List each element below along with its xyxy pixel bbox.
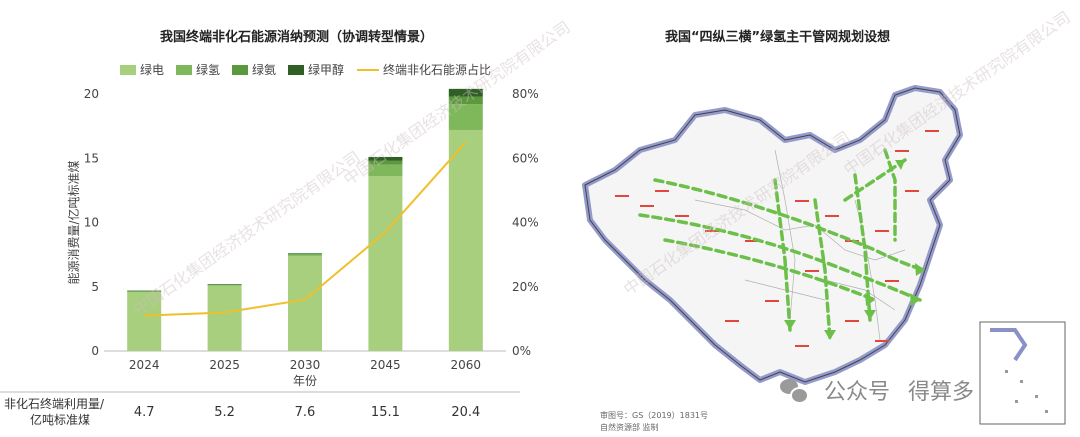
bar-segment [127,290,162,292]
bar-segment [127,291,162,292]
table-cell: 15.1 [371,405,400,420]
bar-segment [368,156,403,161]
legend-swatch [232,65,248,75]
table-cell: 5.2 [214,405,235,420]
bar-segment [448,88,483,97]
table-cell: 20.4 [451,405,480,420]
bar-segment [448,129,483,351]
pipeline-arrowheads [784,160,925,340]
legend-label: 终端非化石能源占比 [383,62,491,77]
bars [127,88,483,351]
x-axis-label: 年份 [293,374,317,388]
chart-legend: 绿电 绿氢 绿氨 绿甲醇 终端非化石能源占比 [120,62,491,77]
bar-segment [207,284,242,286]
map-supervisor: 自然资源部 监制 [600,423,659,432]
share-line [144,141,467,317]
legend-label: 绿电 [140,62,164,77]
stacked-bar-chart: 绿电 绿氢 绿氨 绿甲醇 终端非化石能源占比 0 5 10 15 20 0% 20% 40% 60% 80… [0,62,539,427]
china-outline [582,85,963,385]
map-approval-note: 审图号：GS（2019）1831号 自然资源部 监制 [600,410,708,434]
chart-title: 我国终端非化石能源消纳预测（协调转型情景） [160,30,434,45]
bar-segment [288,255,322,351]
table-cell: 4.7 [134,405,155,420]
bar-segment [288,253,322,255]
bar-segment [127,291,162,351]
x-tick-label: 2025 [209,358,240,372]
bar-segment [207,285,242,351]
bar-segment [127,290,162,292]
legend-label: 绿甲醇 [308,62,344,77]
y-axis-label: 能源消费量/亿吨标准煤 [66,160,81,284]
wechat-icon [780,379,809,404]
bar-segment [448,96,483,105]
bar-segment [288,254,322,256]
bar-segment [368,176,403,351]
bar-segment [288,253,322,254]
y-tick-label: 15 [84,151,99,165]
bar-segment [368,164,403,177]
china-hydrogen-pipeline-map [582,85,1066,425]
axes: 0 5 10 15 20 0% 20% 40% 60% 80% 能源消费量/亿吨标准煤 2024 202… [66,87,539,388]
x-tick-label: 2024 [129,358,160,372]
legend-label: 绿氨 [252,62,276,77]
share-line-path [144,141,467,317]
legend-swatch [288,65,304,75]
china-border-line [584,87,961,383]
y2-tick-label: 60% [512,151,539,165]
bar-segment [448,104,483,130]
wechat-badge: 公众号 得算多 [780,374,974,406]
approval-number: 审图号：GS（2019）1831号 [600,411,708,420]
y2-tick-label: 40% [512,216,539,230]
table-cell: 7.6 [295,405,316,420]
bar-segment [207,284,242,286]
x-tick-label: 2045 [370,358,401,372]
city-markers [615,130,939,347]
y-tick-label: 10 [84,216,99,230]
bar-segment [368,160,403,165]
y-tick-label: 5 [91,280,99,294]
table-row-label: 亿吨标准煤 [30,412,90,427]
right-panel: 我国“四纵三横”绿氢主干管网规划设想 [545,0,1080,437]
legend-swatch [120,65,136,75]
wechat-label-2: 得算多 [908,380,975,405]
value-table: 非化石终端利用量/亿吨标准煤 4.7 5.2 7.6 15.1 20.4 [0,391,520,427]
x-tick-label: 2030 [290,358,321,372]
y2-tick-label: 0% [512,344,531,358]
bar-segment [207,284,242,285]
y-tick-label: 20 [84,87,99,101]
y2-tick-label: 80% [512,87,539,101]
left-panel: 我国终端非化石能源消纳预测（协调转型情景） 绿电 绿氢 绿氨 绿甲醇 终端非化石能源占比… [0,30,539,427]
table-row-label: 非化石终端利用量/ [4,396,105,411]
south-china-sea-inset [979,321,1066,425]
map-title: 我国“四纵三横”绿氢主干管网规划设想 [665,30,891,45]
x-tick-label: 2060 [451,358,482,372]
legend-label: 绿氢 [196,62,220,77]
province-lines [694,149,906,341]
y-tick-label: 0 [91,344,99,358]
wechat-label-1: 公众号 [824,380,891,405]
legend-swatch [176,65,192,75]
y2-tick-label: 20% [512,280,539,294]
